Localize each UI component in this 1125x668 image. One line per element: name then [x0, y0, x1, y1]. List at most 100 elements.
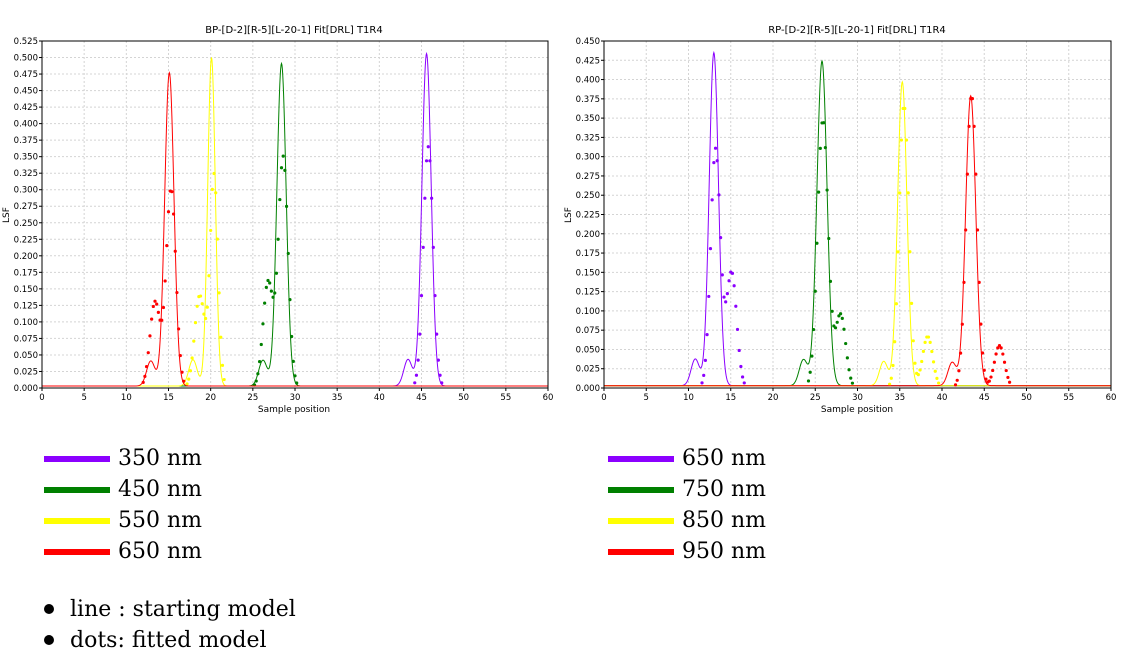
- data-point: [735, 327, 740, 332]
- data-point: [195, 304, 199, 308]
- data-point: [957, 369, 961, 373]
- data-point: [171, 212, 176, 216]
- x-tick-label: 50: [458, 393, 469, 403]
- data-point: [730, 271, 735, 275]
- data-point: [818, 146, 822, 150]
- data-point: [742, 381, 746, 385]
- data-point: [930, 349, 934, 354]
- data-point: [423, 196, 427, 200]
- y-tick-label: 0.175: [576, 249, 600, 259]
- y-tick-label: 0.375: [576, 95, 600, 105]
- data-point: [283, 168, 287, 172]
- legend-label: 750 nm: [682, 477, 767, 502]
- data-point: [967, 124, 971, 128]
- y-tick-label: 0.025: [576, 365, 600, 375]
- x-tick-label: 15: [163, 393, 174, 403]
- data-point: [188, 369, 193, 373]
- data-point: [295, 381, 299, 385]
- data-point: [143, 374, 147, 378]
- data-point: [148, 334, 152, 338]
- data-point: [290, 334, 294, 339]
- y-tick-label: 0.375: [14, 136, 38, 146]
- data-point: [955, 378, 959, 382]
- legend-swatch: [44, 518, 110, 524]
- data-point: [713, 146, 718, 150]
- data-point: [438, 373, 442, 377]
- x-tick-label: 15: [725, 393, 736, 403]
- chart-title: BP-[D-2][R-5][L-20-1] Fit[DRL] T1R4: [205, 25, 382, 36]
- x-tick-label: 50: [1021, 393, 1032, 403]
- legend-label: 650 nm: [118, 539, 203, 564]
- y-tick-label: 0.425: [14, 103, 38, 113]
- data-point: [972, 124, 976, 128]
- data-point: [847, 368, 851, 372]
- legend-swatch: [608, 518, 674, 524]
- data-point: [909, 301, 914, 306]
- y-tick-label: 0.300: [576, 153, 600, 163]
- data-point: [413, 381, 417, 385]
- data-point: [893, 340, 897, 344]
- data-point: [830, 309, 834, 313]
- data-point: [977, 280, 981, 284]
- data-point: [440, 381, 444, 385]
- y-tick-label: 0.125: [14, 301, 38, 311]
- data-point: [273, 291, 277, 295]
- data-point: [155, 302, 159, 306]
- data-point: [207, 274, 211, 278]
- data-point: [918, 368, 922, 372]
- data-point: [161, 305, 166, 310]
- data-point: [414, 373, 419, 377]
- y-tick-label: 0.350: [14, 153, 38, 163]
- data-point: [970, 97, 975, 101]
- data-point: [720, 273, 724, 277]
- data-point: [271, 295, 275, 299]
- data-point: [899, 138, 904, 142]
- data-point: [166, 210, 171, 214]
- data-point: [833, 326, 838, 330]
- x-tick-label: 20: [768, 393, 779, 403]
- data-point: [177, 327, 181, 331]
- data-point: [737, 348, 741, 353]
- x-tick-label: 45: [416, 393, 427, 403]
- y-tick-label: 0.025: [14, 367, 38, 377]
- data-point: [839, 312, 843, 316]
- data-point: [222, 377, 226, 382]
- y-axis-label: LSF: [564, 207, 574, 223]
- y-tick-label: 0.100: [14, 318, 38, 328]
- data-point: [288, 298, 292, 302]
- data-point: [205, 305, 209, 309]
- data-point: [953, 383, 958, 387]
- data-point: [293, 374, 297, 378]
- y-axis-label: LSF: [2, 207, 12, 223]
- y-tick-label: 0.000: [576, 384, 600, 394]
- y-tick-label: 0.400: [14, 120, 38, 130]
- data-point: [979, 322, 983, 326]
- data-point: [424, 159, 429, 163]
- data-point: [185, 382, 189, 386]
- bullet-icon: [44, 604, 54, 614]
- data-point: [1001, 352, 1005, 356]
- data-point: [173, 249, 177, 253]
- data-point: [739, 364, 743, 369]
- y-tick-label: 0.225: [576, 211, 600, 221]
- data-point: [837, 314, 841, 318]
- y-tick-label: 0.125: [576, 288, 600, 298]
- note-text: dots: fitted model: [70, 628, 267, 653]
- data-point: [725, 292, 729, 296]
- data-point: [178, 353, 182, 358]
- data-point: [257, 360, 262, 364]
- x-tick-label: 35: [894, 393, 905, 403]
- data-point: [264, 285, 268, 289]
- legend-swatch: [608, 456, 674, 462]
- data-point: [845, 356, 849, 360]
- data-point: [933, 369, 937, 373]
- data-point: [734, 304, 738, 308]
- y-tick-label: 0.500: [14, 54, 38, 64]
- y-tick-label: 0.050: [576, 345, 600, 355]
- data-point: [732, 284, 736, 288]
- x-tick-label: 30: [852, 393, 863, 403]
- y-tick-label: 0.400: [576, 76, 600, 86]
- data-point: [708, 247, 713, 251]
- data-point: [904, 138, 909, 142]
- y-tick-label: 0.200: [576, 230, 600, 240]
